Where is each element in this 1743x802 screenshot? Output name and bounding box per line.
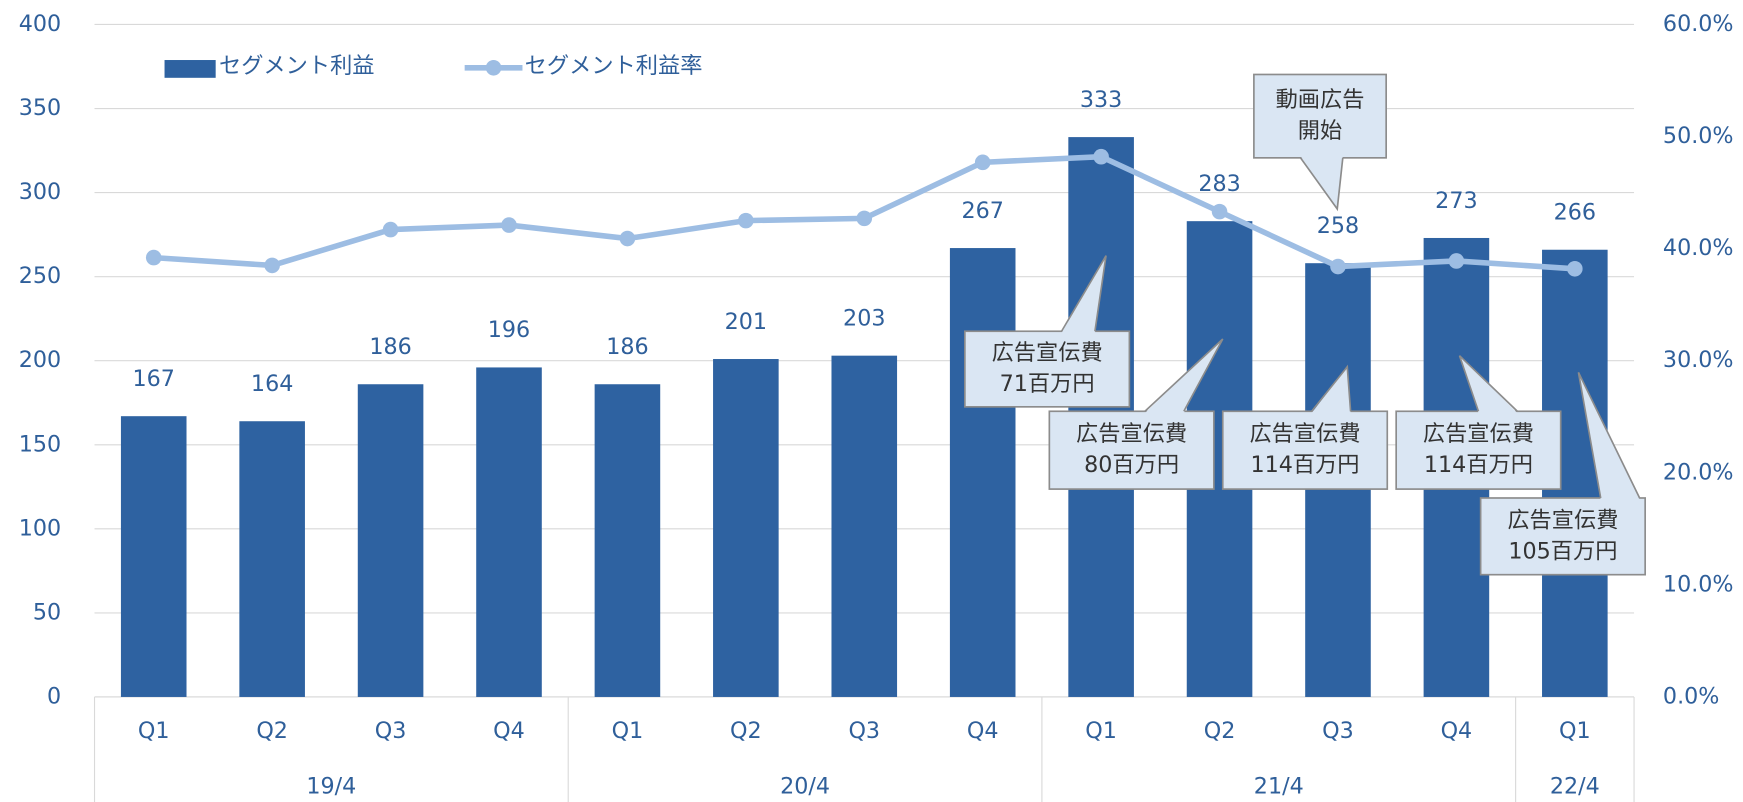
callout-pointer: [1144, 338, 1224, 412]
callout-text: 71百万円: [1000, 371, 1095, 397]
line-point: [738, 212, 754, 229]
y-tick-label: 300: [19, 179, 61, 205]
callout-pointer: [1311, 364, 1352, 412]
callout-pointer: [1577, 372, 1641, 499]
callout-text: 114百万円: [1424, 452, 1533, 478]
data-label: 266: [1554, 200, 1596, 226]
callout-pointer: [1300, 156, 1343, 209]
data-label: 333: [1080, 87, 1122, 113]
group-label: 20/4: [780, 773, 830, 799]
data-label: 167: [133, 366, 175, 392]
line-point: [1448, 253, 1465, 269]
group-label: 21/4: [1254, 773, 1304, 799]
data-label: 258: [1317, 213, 1359, 239]
y-tick-label: 350: [19, 95, 61, 121]
line-point: [382, 221, 399, 238]
line-point: [1330, 258, 1346, 275]
data-label: 267: [961, 198, 1003, 224]
bar: [120, 416, 187, 697]
x-tick-label: Q3: [848, 718, 880, 744]
group-label: 22/4: [1550, 773, 1600, 799]
x-tick-label: Q2: [256, 718, 288, 744]
legend-swatch: [485, 60, 502, 76]
line-point: [145, 249, 162, 266]
callout-text: 動画広告: [1276, 87, 1365, 113]
callout-text: 広告宣伝費: [1249, 421, 1360, 447]
bar: [594, 384, 661, 697]
y-tick-label: 400: [19, 11, 61, 37]
data-label: 164: [251, 371, 293, 397]
callout-text: 広告宣伝費: [1076, 421, 1187, 447]
y2-tick-label: 20.0%: [1663, 459, 1734, 485]
x-tick-label: Q3: [375, 718, 407, 744]
x-tick-label: Q3: [1322, 718, 1354, 744]
group-label: 19/4: [306, 773, 356, 799]
y2-tick-label: 10.0%: [1663, 571, 1734, 597]
callout-text: 開始: [1298, 118, 1342, 144]
x-tick-label: Q2: [730, 718, 762, 744]
data-label: 203: [843, 305, 885, 331]
data-label: 273: [1435, 188, 1477, 214]
line-point: [856, 210, 873, 227]
callout-text: 105百万円: [1508, 538, 1617, 564]
legend-label: セグメント利益: [219, 53, 375, 79]
line-point: [974, 154, 991, 171]
y-tick-label: 150: [19, 431, 61, 457]
callout-box: [1048, 410, 1215, 490]
x-tick-label: Q2: [1204, 718, 1236, 744]
callout-text: 広告宣伝費: [1507, 507, 1618, 533]
bar: [239, 421, 305, 697]
x-tick-label: Q1: [138, 718, 170, 744]
callout-pointer: [1458, 355, 1518, 412]
line-point: [264, 257, 280, 274]
x-tick-label: Q1: [612, 718, 644, 744]
y2-tick-label: 40.0%: [1663, 235, 1734, 261]
callout-text: 広告宣伝費: [992, 340, 1103, 366]
y-tick-label: 50: [33, 599, 61, 625]
bar: [476, 367, 542, 697]
callout-text: 広告宣伝費: [1423, 421, 1534, 447]
data-label: 283: [1198, 171, 1240, 197]
data-label: 201: [725, 309, 767, 335]
y-tick-label: 0: [47, 683, 61, 709]
callout-box: [964, 330, 1131, 408]
callout-text: 114百万円: [1250, 452, 1359, 478]
x-tick-label: Q4: [1441, 718, 1473, 744]
y-tick-label: 200: [19, 347, 61, 373]
legend-swatch: [164, 60, 216, 78]
x-tick-label: Q1: [1085, 718, 1117, 744]
line-point: [501, 217, 517, 233]
callout-pointer: [1311, 366, 1351, 413]
y2-tick-label: 0.0%: [1663, 683, 1719, 709]
data-label: 196: [488, 317, 530, 343]
y-tick-label: 100: [19, 515, 61, 541]
callout-box: [1221, 410, 1389, 490]
line-point: [1567, 261, 1583, 277]
callout-text: 80百万円: [1084, 452, 1179, 478]
data-label: 186: [606, 334, 648, 360]
callout-box: [1479, 497, 1646, 576]
bar: [357, 384, 424, 697]
y-tick-label: 250: [19, 263, 61, 289]
callout-box: [1253, 73, 1387, 159]
data-label: 186: [369, 334, 411, 360]
bar: [831, 355, 898, 697]
y2-tick-label: 30.0%: [1663, 347, 1734, 373]
bar: [713, 359, 779, 697]
legend-label: セグメント利益率: [525, 53, 703, 79]
callout-pointer: [1060, 255, 1107, 332]
line-point: [1093, 148, 1109, 165]
bar: [949, 248, 1016, 697]
x-tick-label: Q4: [967, 718, 999, 744]
y2-tick-label: 50.0%: [1663, 123, 1734, 149]
line-point: [619, 230, 636, 247]
x-tick-label: Q4: [493, 718, 525, 744]
x-tick-label: Q1: [1559, 718, 1591, 744]
line-point: [1211, 203, 1228, 220]
y2-tick-label: 60.0%: [1663, 11, 1734, 37]
callout-pointer: [1299, 157, 1344, 212]
